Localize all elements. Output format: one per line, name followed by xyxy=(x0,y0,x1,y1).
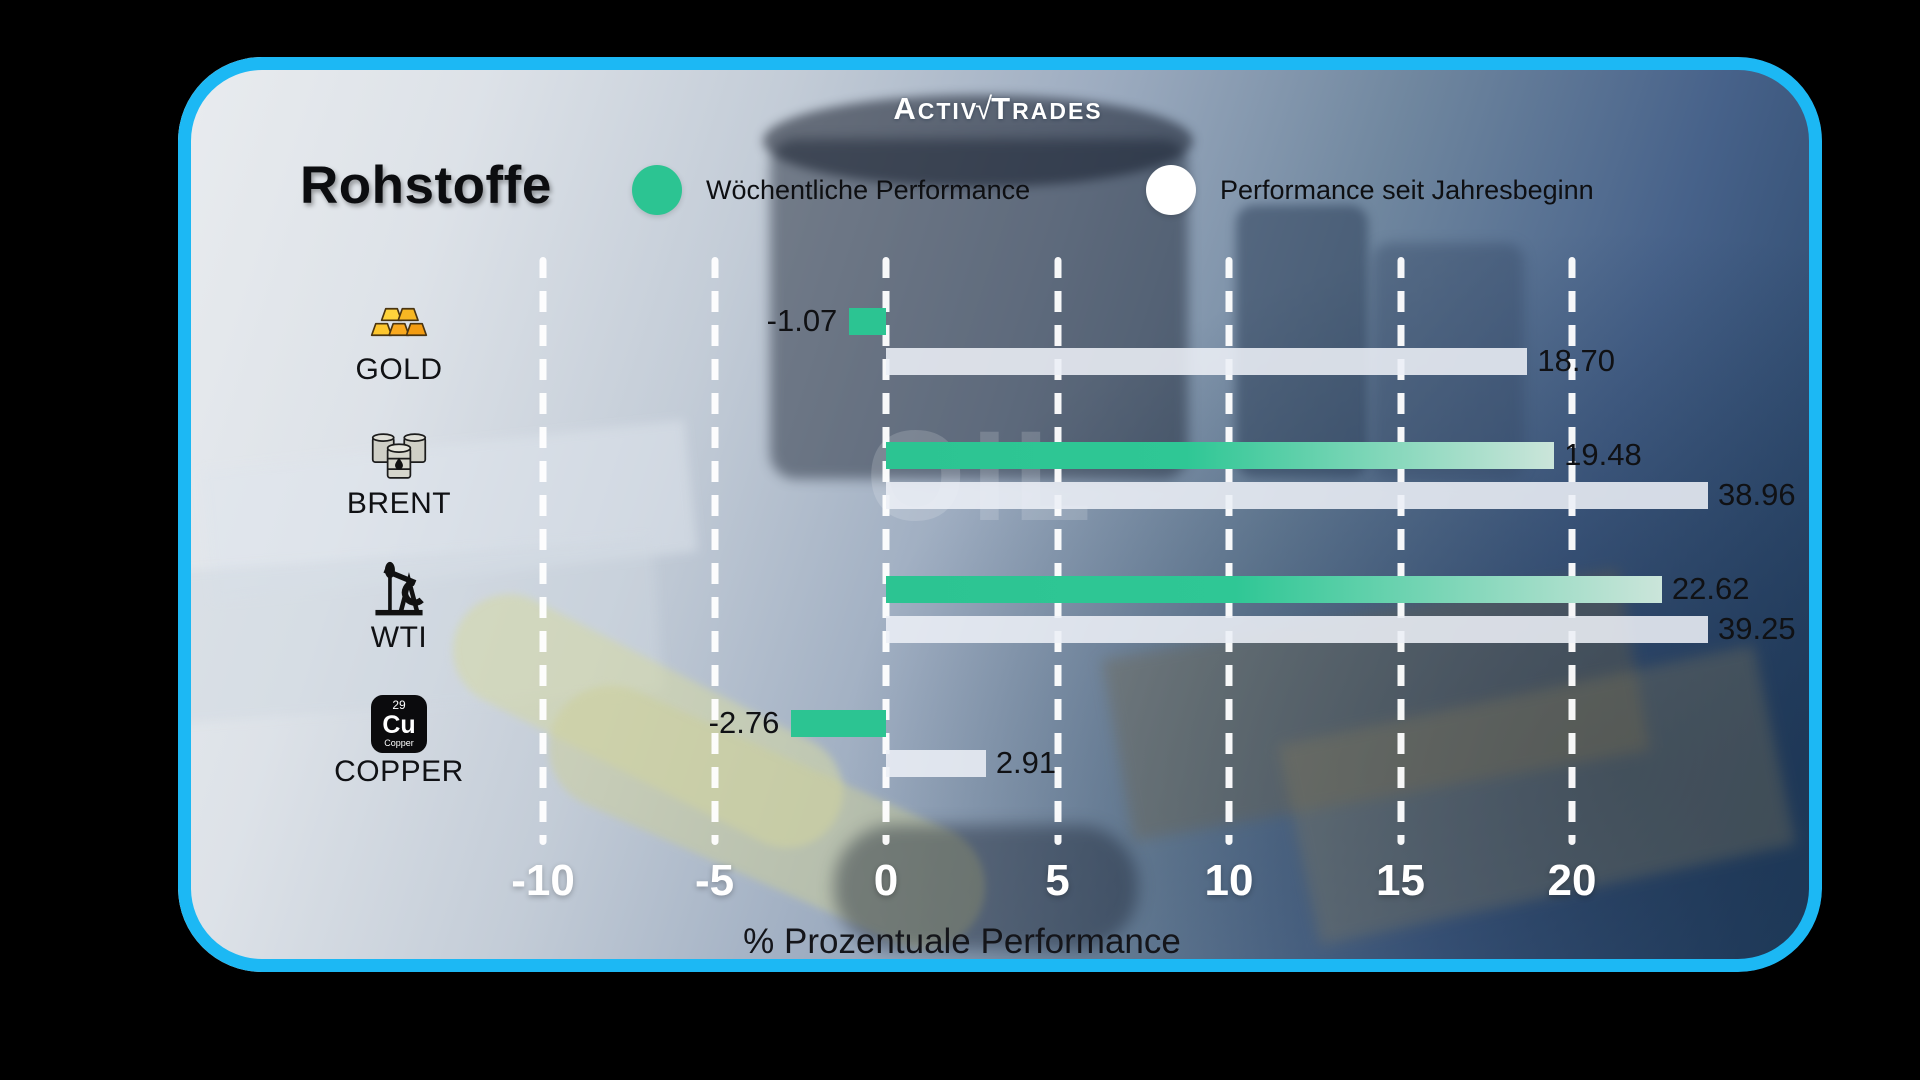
brent-ytd-value: 38.96 xyxy=(1718,477,1796,512)
gold-weekly-value: -1.07 xyxy=(766,303,838,338)
gold-ytd-bar xyxy=(886,348,1528,375)
weekly-legend-label: Wöchentliche Performance xyxy=(706,174,1031,205)
brent-weekly-value: 19.48 xyxy=(1564,437,1642,472)
gridline-0 xyxy=(882,257,890,845)
logo-segment: CTIV xyxy=(917,98,979,124)
gold-weekly-bar xyxy=(849,308,886,335)
logo-segment: T xyxy=(991,91,1013,126)
oil-barrels-icon xyxy=(371,432,427,479)
legend-item-weekly: Wöchentliche Performance xyxy=(632,165,1030,215)
x-tick-label: -5 xyxy=(694,856,735,905)
oil-watermark: OIL xyxy=(866,405,1098,548)
category-label-wti: WTI xyxy=(370,620,428,654)
brent-weekly-bar xyxy=(886,442,1555,469)
brent-ytd-bar xyxy=(886,482,1708,509)
x-axis-label: % Prozentuale Performance xyxy=(743,922,1181,961)
ytd-legend-dot xyxy=(1146,165,1196,215)
x-tick-label: 0 xyxy=(873,856,899,905)
copper-weekly-bar xyxy=(791,710,886,737)
weekly-legend-dot xyxy=(632,165,682,215)
gridline--5 xyxy=(711,257,718,845)
page-title: Rohstoffe xyxy=(300,156,552,215)
copper-atomic-number: 29 xyxy=(392,698,406,712)
gridline-20 xyxy=(1568,257,1576,845)
x-tick-label: 15 xyxy=(1376,856,1425,905)
category-label-brent: BRENT xyxy=(346,486,452,520)
legend-item-ytd: Performance seit Jahresbeginn xyxy=(1146,165,1594,215)
x-tick-label: 10 xyxy=(1204,856,1254,905)
gold-ytd-value: 18.70 xyxy=(1537,343,1615,378)
wti-ytd-bar xyxy=(886,616,1708,643)
copper-ytd-value: 2.91 xyxy=(995,745,1057,780)
wti-weekly-bar xyxy=(886,576,1662,603)
copper-element-name: Copper xyxy=(384,738,414,748)
copper-ytd-bar xyxy=(886,750,986,777)
category-label-copper: COPPER xyxy=(334,754,464,788)
copper-weekly-value: -2.76 xyxy=(708,705,780,740)
gridline-10 xyxy=(1225,257,1233,845)
gridline-5 xyxy=(1054,257,1061,845)
category-label-gold: GOLD xyxy=(355,352,443,386)
ytd-legend-label: Performance seit Jahresbeginn xyxy=(1220,174,1594,205)
background-gold-bars xyxy=(1278,644,1796,946)
card: OIL ACTIV√TRADES Rohstoffe Wöchentliche … xyxy=(178,57,1822,972)
oil-pumpjack-icon xyxy=(375,561,424,615)
gold-icon-holder xyxy=(370,293,428,351)
background-cylinder xyxy=(1236,205,1368,477)
x-tick-label: 20 xyxy=(1547,856,1597,905)
copper-icon-holder: 29 Cu Copper xyxy=(370,694,428,753)
wti-icon-holder xyxy=(370,561,428,619)
copper-symbol: Cu xyxy=(382,711,416,739)
logo-segment: RADES xyxy=(1012,98,1103,124)
activtrades-logo: ACTIV√TRADES xyxy=(893,91,1102,127)
copper-element-icon: 29 Cu Copper xyxy=(371,694,427,753)
logo-segment: A xyxy=(893,91,918,126)
gridline-15 xyxy=(1397,257,1404,845)
wti-weekly-value: 22.62 xyxy=(1671,571,1750,606)
x-tick-label: 5 xyxy=(1045,856,1070,905)
brent-icon-holder xyxy=(370,427,428,485)
x-tick-label: -10 xyxy=(511,856,575,905)
gridline--10 xyxy=(539,257,547,845)
wti-ytd-value: 39.25 xyxy=(1718,611,1796,646)
gold-bars-icon xyxy=(370,307,428,336)
